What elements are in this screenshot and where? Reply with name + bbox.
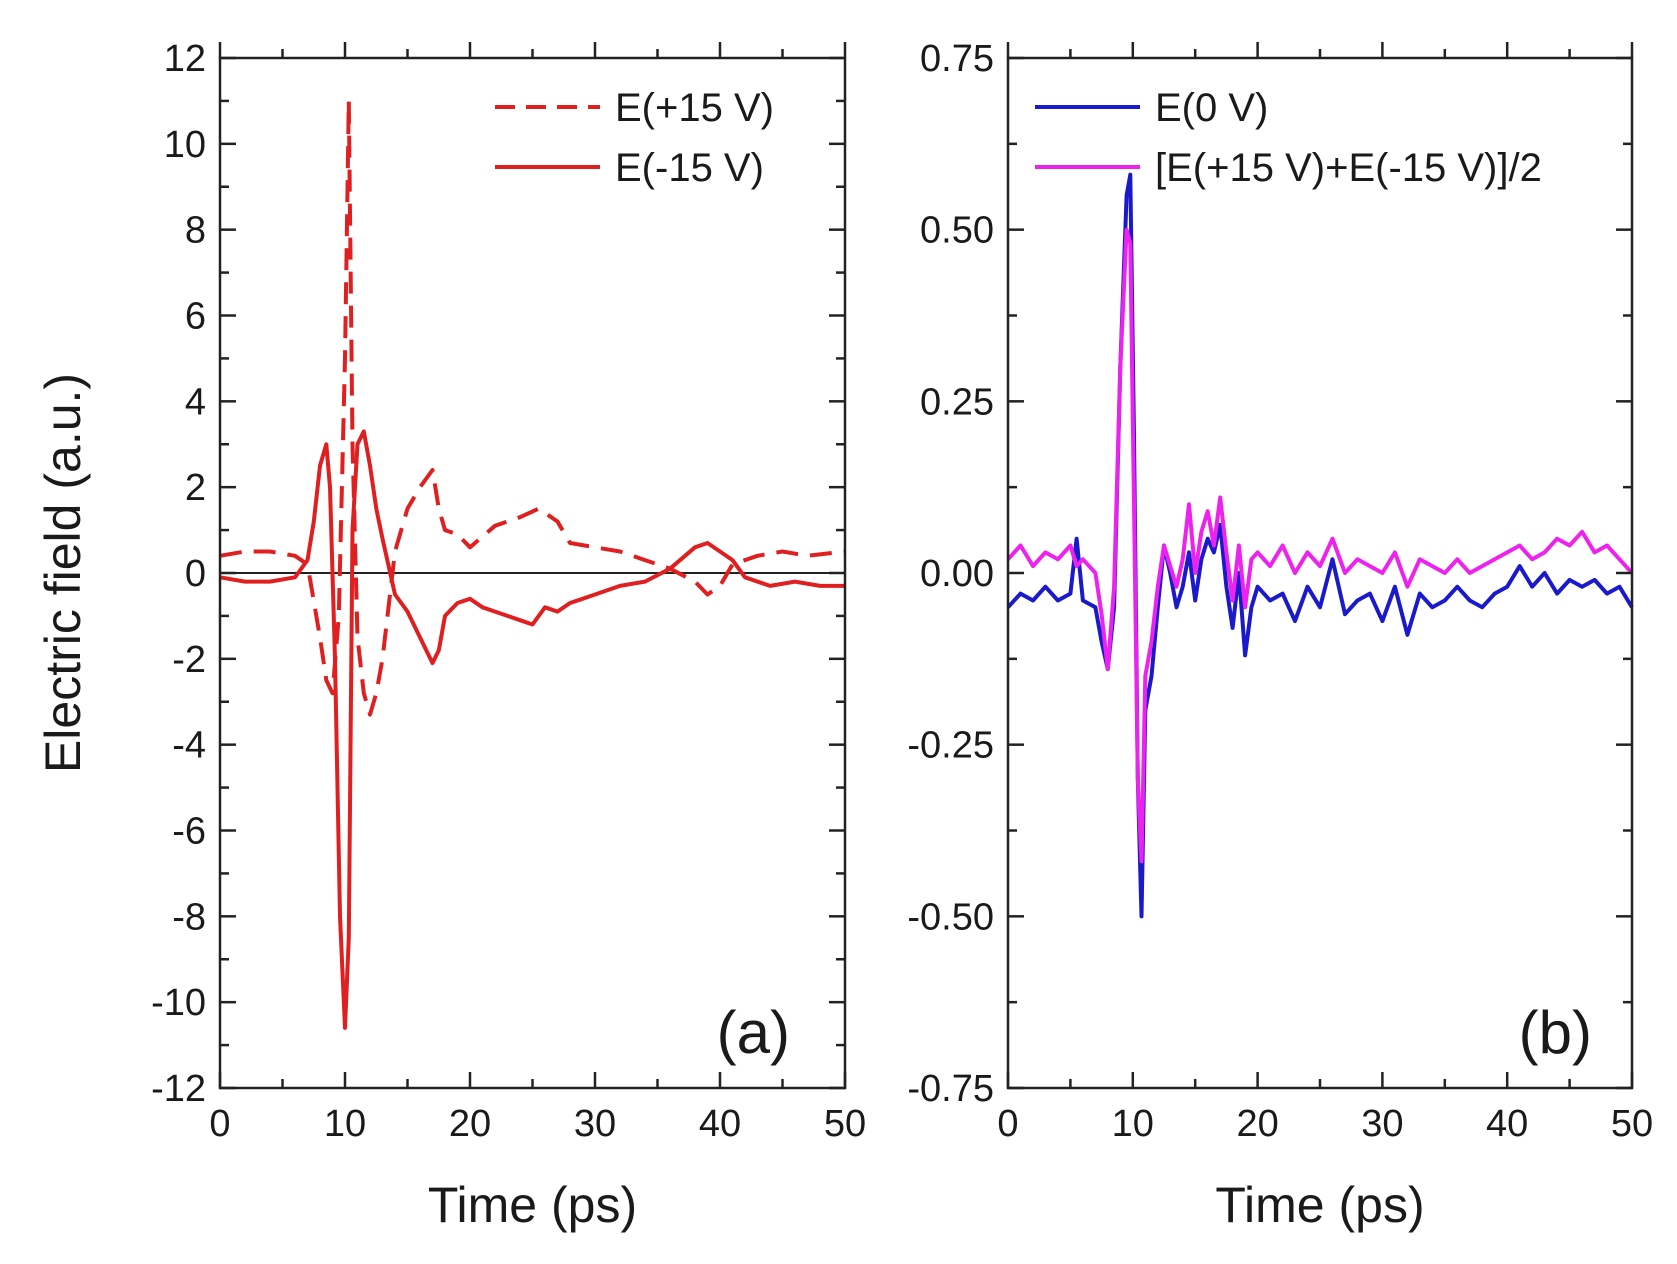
series-line-2 xyxy=(219,429,845,1030)
y-tick-label: 8 xyxy=(185,210,206,252)
y-tick-label: -2 xyxy=(172,639,206,681)
y-tick-label: -10 xyxy=(151,982,206,1024)
y-tick-label: -4 xyxy=(172,725,206,767)
legend-label: E(+15 V) xyxy=(615,86,774,130)
y-tick-label: 0.50 xyxy=(920,210,994,252)
y-tick-label: -6 xyxy=(172,811,206,853)
panel-label: (b) xyxy=(1519,999,1592,1066)
x-axis-title: Time (ps) xyxy=(428,1177,637,1233)
panel-label: (a) xyxy=(717,999,790,1066)
x-tick-label: 40 xyxy=(1486,1103,1528,1145)
y-tick-label: -12 xyxy=(151,1068,206,1110)
x-tick-label: 30 xyxy=(1361,1103,1403,1145)
x-tick-label: 10 xyxy=(1112,1103,1154,1145)
panel-b-chart: 0 10 20 30 40 50 -0.75 -0.50 -0.25 0.00 0.25 0.50 0.… xyxy=(907,38,1653,1233)
x-tick-label: 20 xyxy=(449,1103,491,1145)
y-tick-label: 0 xyxy=(185,553,206,595)
plot-frame xyxy=(1006,56,1634,1090)
legend-label: E(0 V) xyxy=(1155,86,1268,130)
y-tick-label: -0.75 xyxy=(907,1068,994,1110)
series-line-1 xyxy=(219,98,846,717)
legend-label: E(-15 V) xyxy=(615,146,764,190)
y-tick-label: 6 xyxy=(185,296,206,338)
y-tick-label: -8 xyxy=(172,896,206,938)
y-tick-label: -0.25 xyxy=(907,725,994,767)
x-axis-title: Time (ps) xyxy=(1215,1177,1424,1233)
y-tick-label: 12 xyxy=(164,38,206,80)
x-tick-label: 0 xyxy=(209,1103,230,1145)
x-tick-label: 50 xyxy=(1611,1103,1653,1145)
y-axis-title: Electric field (a.u.) xyxy=(35,373,91,773)
y-tick-label: 10 xyxy=(164,124,206,166)
series-line-2 xyxy=(1006,227,1634,864)
y-tick-label: 0.75 xyxy=(920,38,994,80)
x-tick-label: 20 xyxy=(1236,1103,1278,1145)
panel-a-chart: 0 10 20 30 40 50 -12 -10 -8 -6 -4 -2 0 2 4 6 8 10 12 Time (… xyxy=(35,38,866,1233)
x-tick-label: 40 xyxy=(699,1103,741,1145)
x-tick-label: 30 xyxy=(574,1103,616,1145)
y-tick-label: -0.50 xyxy=(907,896,994,938)
legend-label: [E(+15 V)+E(-15 V)]/2 xyxy=(1155,146,1542,190)
y-tick-label: 0.25 xyxy=(920,381,994,423)
y-tick-label: 0.00 xyxy=(920,553,994,595)
series-line-1 xyxy=(1006,172,1634,919)
x-tick-label: 50 xyxy=(824,1103,866,1145)
y-tick-label: 2 xyxy=(185,467,206,509)
x-tick-label: 0 xyxy=(997,1103,1018,1145)
x-tick-label: 10 xyxy=(324,1103,366,1145)
y-tick-label: 4 xyxy=(185,381,206,423)
